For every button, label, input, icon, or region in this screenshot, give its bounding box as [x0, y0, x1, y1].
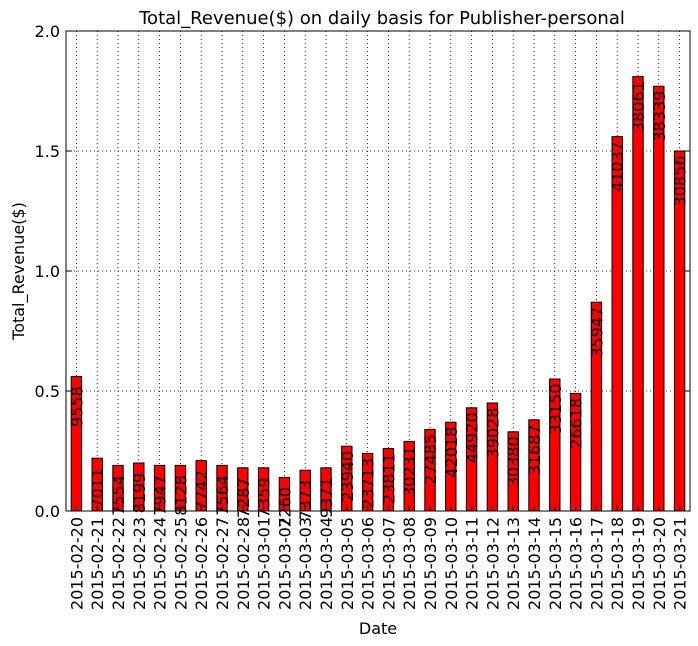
bar-data-label: 31687 [525, 424, 544, 475]
bar-data-label: 7287 [234, 477, 253, 518]
x-tick-label: 2015-03-03 [296, 517, 315, 610]
bar-data-label: 9558 [67, 386, 86, 427]
bar-data-label: 42018 [442, 427, 461, 478]
bar [632, 76, 644, 512]
x-tick-label: 2015-03-19 [629, 517, 648, 610]
x-tick-label: 2015-03-15 [546, 517, 565, 610]
bar-data-label: 30231 [400, 446, 419, 497]
x-tick-label: 2015-02-21 [88, 517, 107, 610]
x-tick-label: 2015-02-20 [67, 517, 86, 610]
bar-data-label: 7564 [213, 475, 232, 516]
bar-data-label: 23940 [338, 451, 357, 502]
x-tick-label: 2015-03-04 [317, 517, 336, 610]
bar-data-label: 7011 [88, 468, 107, 509]
y-axis-label: Total_Revenue($) [9, 202, 29, 341]
x-tick-label: 2015-03-08 [400, 517, 419, 610]
x-tick-label: 2015-02-26 [192, 517, 211, 610]
x-tick-label: 2015-03-18 [608, 517, 627, 610]
bar-data-label: 33150 [546, 384, 565, 435]
x-tick-label: 2015-03-16 [567, 517, 586, 610]
y-tick-label: 0.5 [35, 382, 60, 401]
bar-data-label: 44920 [463, 412, 482, 463]
x-tick-label: 2015-03-06 [359, 517, 378, 610]
y-tick-label: 1.5 [35, 142, 60, 161]
bar-data-label: 38061 [629, 81, 648, 132]
bar-data-label: 23811 [379, 453, 398, 504]
x-tick-label: 2015-02-23 [130, 517, 149, 610]
x-tick-label: 2015-03-12 [483, 517, 502, 610]
x-tick-label: 2015-02-28 [234, 517, 253, 610]
bar-data-label: 35947 [587, 307, 606, 358]
x-tick-label: 2015-03-21 [671, 517, 690, 610]
bar-data-label: 23713 [359, 458, 378, 509]
bar-data-label: 7742 [192, 470, 211, 511]
data-labels: 9558 7011 7554 8199 7947 8128 7742 7564 7287 7359… [67, 81, 689, 528]
x-tick-label: 2015-03-14 [525, 517, 544, 610]
x-tick-label: 2015-03-01 [255, 517, 274, 610]
x-tick-label: 2015-03-17 [587, 517, 606, 610]
bar-data-label: 8199 [130, 473, 149, 514]
x-tick-label: 2015-03-05 [338, 517, 357, 610]
x-axis-ticks: 2015-02-20 2015-02-21 2015-02-22 2015-02-23… [67, 505, 690, 610]
bar-data-label: 7359 [255, 477, 274, 518]
x-tick-label: 2015-03-07 [379, 517, 398, 610]
bar-data-label: 7554 [109, 475, 128, 516]
bar-data-label: 30380 [504, 436, 523, 487]
x-tick-label: 2015-02-27 [213, 517, 232, 610]
bar-data-label: 7947 [151, 475, 170, 516]
x-tick-label: 2015-02-24 [151, 517, 170, 610]
bar [653, 85, 665, 512]
bar-data-label: 8128 [171, 475, 190, 516]
x-tick-label: 2015-02-22 [109, 517, 128, 610]
x-tick-label: 2015-03-11 [463, 517, 482, 610]
x-tick-label: 2015-03-10 [442, 517, 461, 610]
x-tick-label: 2015-03-20 [650, 517, 669, 610]
x-tick-label: 2015-02-25 [171, 517, 190, 610]
x-tick-label: 2015-03-09 [421, 517, 440, 610]
bar-data-label: 7373 [296, 480, 315, 521]
chart-title: Total_Revenue($) on daily basis for Publ… [138, 8, 625, 29]
bar-data-label: 9371 [317, 477, 336, 518]
y-tick-label: 0.0 [35, 502, 60, 521]
bar-data-label: 38339 [650, 91, 669, 142]
bar-data-label: 27485 [421, 434, 440, 485]
bar-data-label: 39028 [483, 408, 502, 459]
bar-data-label: 30856 [671, 156, 690, 207]
y-tick-label: 1.0 [35, 262, 60, 281]
x-tick-label: 2015-03-13 [504, 517, 523, 610]
bar-data-label: 26618 [567, 398, 586, 449]
x-tick-label: 2015-03-02 [275, 517, 294, 610]
bars [70, 76, 686, 512]
y-axis-ticks: 0.0 0.5 1.0 1.5 2.0 [35, 22, 690, 521]
x-axis-label: Date [359, 619, 397, 638]
y-tick-label: 2.0 [35, 22, 60, 41]
bar-data-label: 41037 [608, 141, 627, 192]
